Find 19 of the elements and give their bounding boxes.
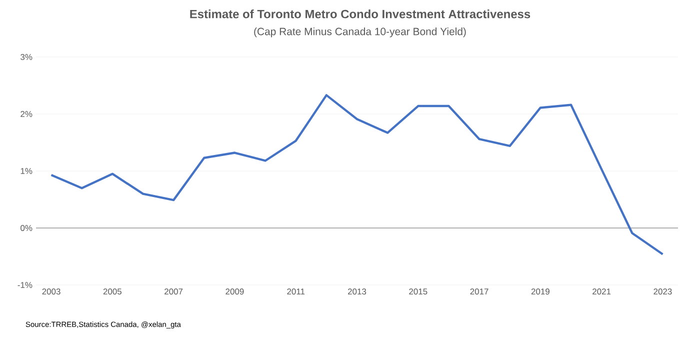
- y-tick-label: 2%: [20, 111, 32, 117]
- y-tick-label: 1%: [20, 168, 32, 174]
- chart-title: Estimate of Toronto Metro Condo Investment Attractiveness: [190, 10, 530, 18]
- x-tick-label: 2023: [654, 288, 672, 295]
- x-tick-label: 2011: [287, 288, 305, 295]
- x-tick-label: 2017: [470, 288, 488, 295]
- x-tick-label: 2019: [531, 288, 550, 295]
- x-tick-label: 2003: [42, 288, 60, 295]
- x-tick-label: 2009: [226, 288, 244, 295]
- x-tick-label: 2021: [592, 288, 611, 295]
- y-tick-label: 3%: [20, 54, 32, 60]
- y-tick-label: -1%: [18, 282, 32, 288]
- x-tick-label: 2015: [409, 288, 428, 295]
- x-tick-label: 2013: [348, 288, 366, 295]
- x-tick-label: 2007: [164, 288, 183, 295]
- y-tick-label: 0%: [20, 225, 32, 231]
- line-series: [50, 94, 664, 256]
- chart-subtitle: (Cap Rate Minus Canada 10-year Bond Yield): [254, 28, 466, 38]
- x-tick-label: 2005: [103, 288, 122, 295]
